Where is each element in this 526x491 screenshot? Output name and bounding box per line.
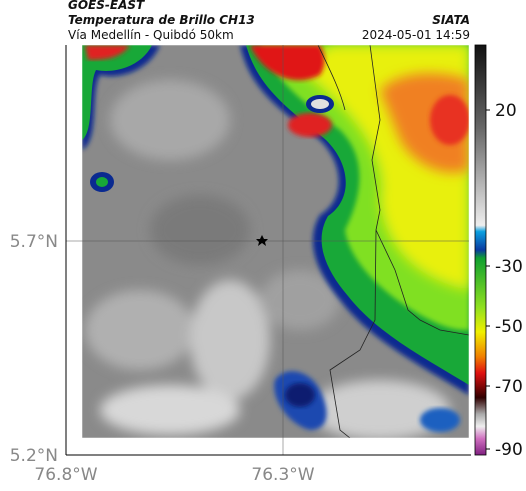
location: Vía Medellín - Quibdó 50km bbox=[68, 28, 234, 42]
lat-label: 5.2°N bbox=[10, 446, 58, 466]
datetime: 2024-05-01 14:59 bbox=[362, 28, 470, 42]
colorbar-label: 20 bbox=[495, 101, 517, 121]
city-marker bbox=[256, 235, 268, 246]
colorbar-label: -90 bbox=[495, 440, 523, 460]
colorbar-label: -50 bbox=[495, 317, 523, 337]
colorbar: 20 -30 -50 -70 -90 bbox=[474, 44, 523, 460]
subtitle: Temperatura de Brillo CH13 bbox=[68, 13, 255, 27]
title: GOES-EAST bbox=[68, 0, 145, 12]
colorbar-label: -70 bbox=[495, 377, 523, 397]
map-image bbox=[82, 45, 469, 438]
colorbar-label: -30 bbox=[495, 257, 523, 277]
lat-label: 5.7°N bbox=[10, 232, 58, 252]
lon-label: 76.8°W bbox=[34, 465, 97, 485]
lon-label: 76.3°W bbox=[251, 465, 314, 485]
source: SIATA bbox=[432, 13, 470, 27]
